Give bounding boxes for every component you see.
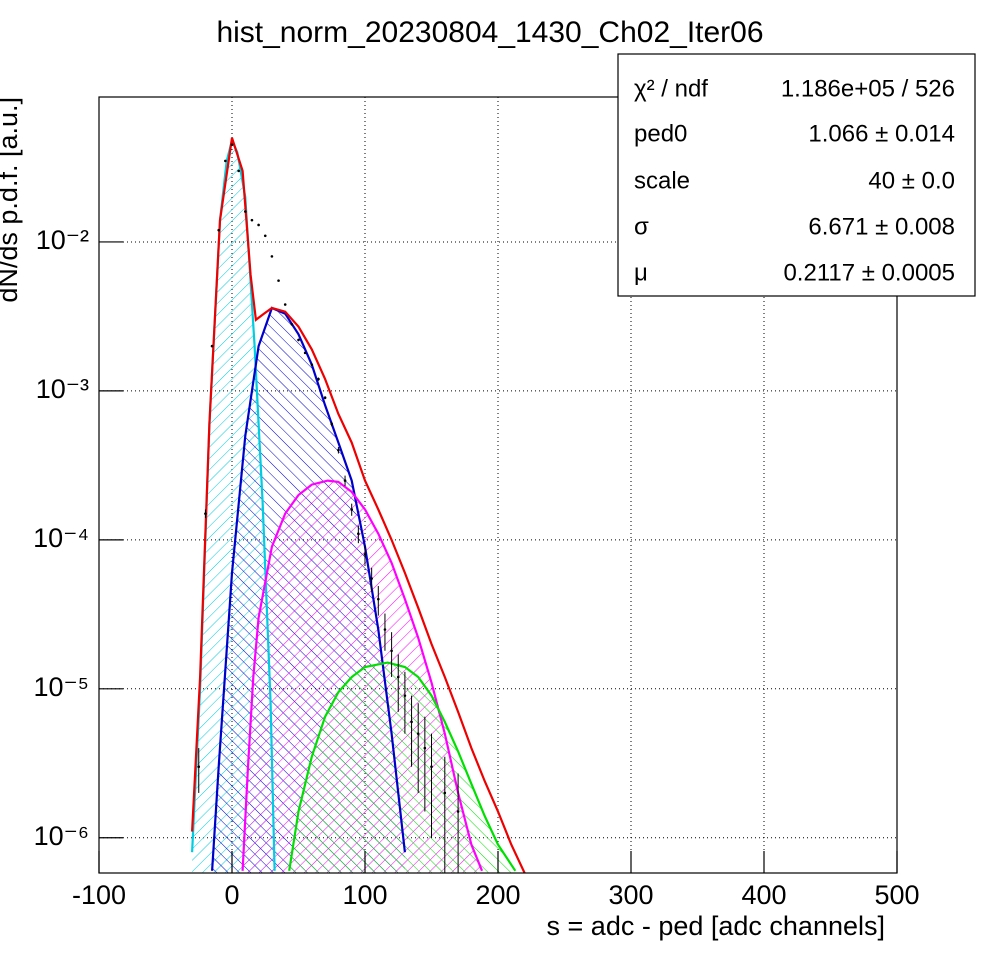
data-point (303, 351, 307, 355)
data-point (410, 720, 413, 724)
x-tick-label: 300 (608, 880, 653, 910)
curves (191, 137, 526, 873)
data-point (270, 255, 274, 258)
data-point (390, 649, 393, 653)
data-point (283, 303, 287, 306)
data-point (357, 532, 360, 535)
data-point (210, 344, 214, 348)
data-point (383, 628, 387, 631)
stats-box: χ² / ndf 1.186e+05 / 526 ped0 1.066 ± 0.014… (617, 53, 976, 297)
chart-title: hist_norm_20230804_1430_Ch02_Iter06 (216, 16, 763, 49)
data-point (443, 791, 447, 795)
data-point (323, 396, 327, 400)
stats-value: 40 ± 0.0 (868, 167, 955, 194)
y-tick-label: 10⁻² (36, 225, 89, 255)
x-tick-label: 400 (741, 880, 786, 910)
stats-frame (617, 53, 976, 297)
x-tick-label: 0 (224, 880, 239, 910)
fit-curve (241, 479, 484, 872)
stats-name: μ (634, 259, 648, 286)
hatch-fill (289, 662, 516, 873)
data-point (350, 508, 354, 511)
data-point (363, 552, 367, 556)
data-point (337, 448, 340, 452)
y-tick-label: 10⁻⁵ (34, 672, 89, 702)
data-point (257, 223, 260, 227)
y-tick-label: 10⁻⁴ (33, 523, 89, 553)
data-point (423, 746, 427, 750)
data-point (403, 694, 407, 697)
data-point (244, 210, 247, 213)
data-point (430, 765, 433, 768)
data-point (197, 765, 201, 768)
stats-value: 1.066 ± 0.014 (808, 120, 955, 147)
stats-value: 0.2117 ± 0.0005 (783, 259, 955, 286)
x-tick-label: 500 (874, 880, 919, 910)
stats-name: scale (634, 167, 690, 194)
data-point (230, 143, 234, 146)
stats-name: χ² / ndf (634, 75, 708, 102)
data-point (317, 377, 320, 381)
data-point (343, 479, 347, 482)
fit-curve (191, 137, 526, 873)
data-point (250, 218, 254, 222)
y-tick-label: 10⁻⁶ (34, 821, 89, 851)
x-axis-label: s = adc - ped [adc channels] (547, 911, 885, 941)
data-point (370, 577, 373, 580)
stats-value: 6.671 ± 0.008 (808, 213, 955, 240)
data-point (377, 597, 380, 601)
data-point (330, 422, 334, 426)
x-tick-label: 100 (342, 880, 387, 910)
data-point (297, 338, 300, 342)
data-point (237, 169, 240, 173)
data-point (290, 322, 294, 326)
x-tick-label: -100 (72, 880, 126, 910)
axes: -100 0 100 200 300 400 500 10⁻⁶ 10⁻⁵ 10⁻⁴ 10⁻³ 10⁻² (33, 225, 919, 910)
data-point (277, 279, 280, 282)
data-point (310, 363, 314, 366)
data-point (224, 159, 227, 163)
data-point (456, 810, 460, 813)
stats-value: 1.186e+05 / 526 (781, 75, 955, 102)
data-point (396, 675, 400, 679)
y-tick-label: 10⁻³ (36, 374, 89, 404)
stats-name: σ (634, 213, 649, 240)
x-tick-label: 200 (475, 880, 520, 910)
data-point (263, 234, 267, 238)
stats-name: ped0 (634, 120, 687, 147)
data-point (204, 512, 207, 515)
data-point (416, 732, 420, 735)
data-point (217, 228, 220, 232)
fit-curve (288, 661, 517, 872)
y-axis-label: dN/ds p.d.f. [a.u.] (0, 97, 23, 303)
